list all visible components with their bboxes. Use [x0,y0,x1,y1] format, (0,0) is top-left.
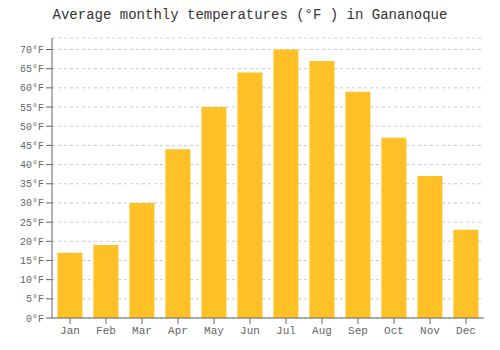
svg-text:35°F: 35°F [20,179,44,190]
svg-text:45°F: 45°F [20,141,44,152]
svg-text:Nov: Nov [420,325,440,337]
svg-text:Dec: Dec [456,325,476,337]
svg-text:Sep: Sep [348,325,368,337]
svg-text:30°F: 30°F [20,198,44,209]
svg-text:Aug: Aug [312,325,332,337]
svg-text:40°F: 40°F [20,160,44,171]
svg-text:70°F: 70°F [20,45,44,56]
svg-text:May: May [204,325,224,337]
svg-text:50°F: 50°F [20,122,44,133]
svg-text:65°F: 65°F [20,64,44,75]
svg-text:Jun: Jun [240,325,260,337]
svg-text:Jul: Jul [276,325,296,337]
svg-text:25°F: 25°F [20,218,44,229]
svg-text:15°F: 15°F [20,256,44,267]
svg-text:Oct: Oct [384,325,404,337]
svg-text:60°F: 60°F [20,83,44,94]
svg-text:Jan: Jan [60,325,80,337]
svg-text:20°F: 20°F [20,237,44,248]
svg-text:Feb: Feb [96,325,116,337]
svg-text:0°F: 0°F [26,314,44,325]
svg-text:10°F: 10°F [20,275,44,286]
svg-text:5°F: 5°F [26,294,44,305]
html-text:Average monthly temperatures (: Average monthly temperatures (°F ) in Ga… [52,7,448,23]
svg-text:Mar: Mar [132,325,152,337]
svg-text:Apr: Apr [168,325,188,337]
svg-text:55°F: 55°F [20,103,44,114]
